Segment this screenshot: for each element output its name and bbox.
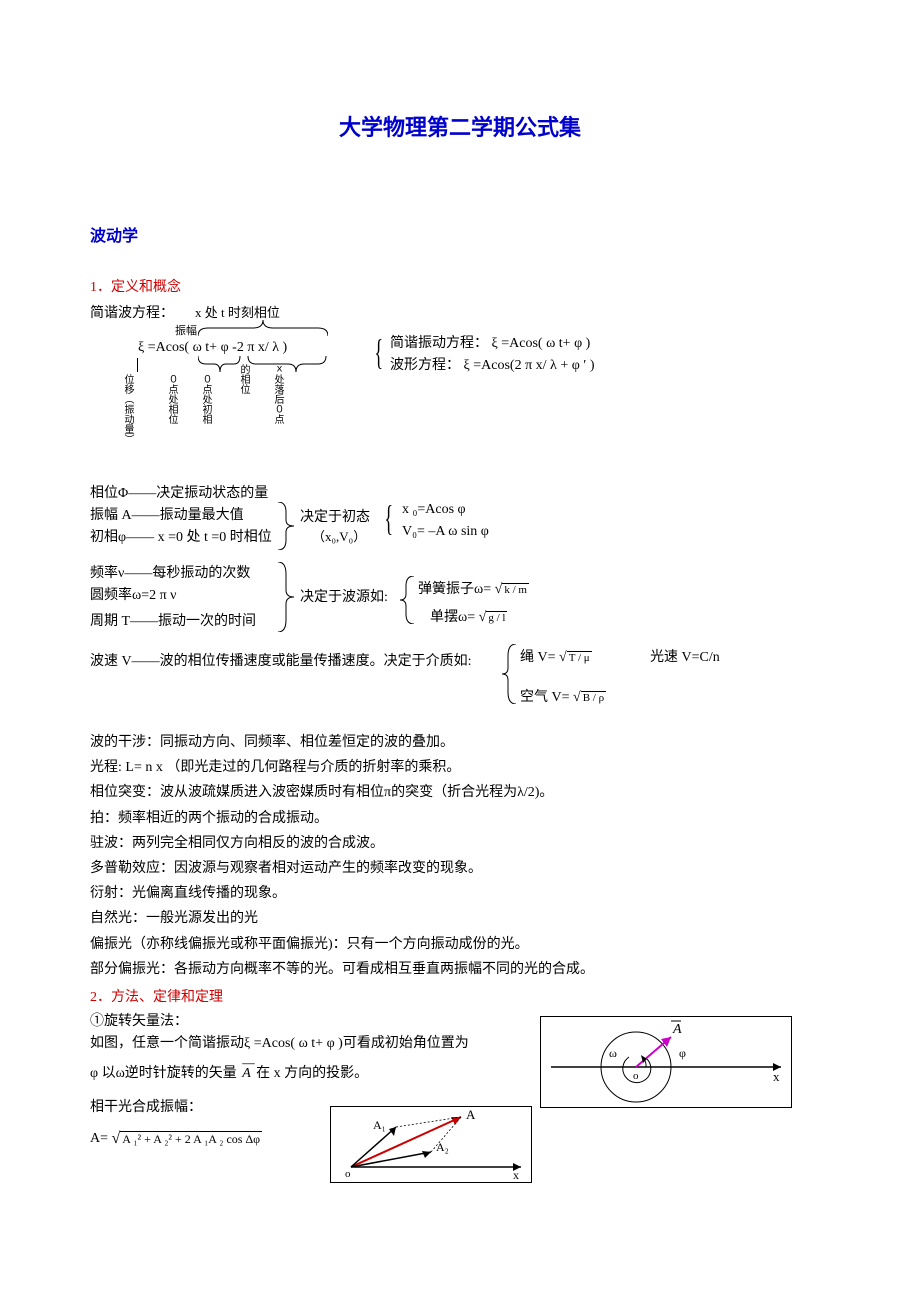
svg-text:x: x [773,1069,780,1084]
x0-equation: x ₀=Acos φ [402,502,466,518]
rotvec-desc2b: 在 x 方向的投影。 [256,1066,368,1081]
rope-label: 绳 V= [520,650,556,665]
section-heading: 波动学 [90,222,830,246]
determined-src-label: 决定于波源如: [300,586,388,606]
brace-top-icon [198,316,328,338]
tick-icon [137,358,138,372]
x0v0-label: （x₀,V₀） [312,526,366,545]
rotvec-desc1: 如图，任意一个简谐振动ξ =Acos( ω t+ φ )可看成初始角位置为 [90,1032,469,1052]
vlabel-phase: 的相位 [238,364,249,394]
natural-light-desc: 自然光：一般光源发出的光 [90,906,830,931]
sqrt-icon: √g / l [479,610,508,626]
omega-desc: 圆频率ω=2 π ν [90,584,177,604]
sqrt-icon: √A ₁² + A ₂² + 2 A ₁A ₂ cos Δφ [112,1130,263,1148]
sqrt-icon: √B / ρ [573,690,606,706]
main-equation: ξ =Acos( ω t+ φ -2 π x/ λ ) [138,340,287,356]
svg-text:A: A [466,1107,476,1122]
methods-block: ①旋转矢量法： 如图，任意一个简谐振动ξ =Acos( ω t+ φ )可看成初… [90,1010,830,1190]
brace-right-icon [278,502,298,550]
determined-label: 决定于初态 [300,506,370,526]
phase-desc: 相位Φ——决定振动状态的量 [90,482,268,502]
doppler-desc: 多普勒效应：因波源与观察者相对运动产生的频率改变的现象。 [90,856,830,881]
svg-text:φ: φ [679,1046,686,1060]
svg-text:ω: ω [609,1046,617,1060]
brace-bottom-icon [198,356,328,374]
wave-velocity-block: 波速 V——波的相位传播速度或能量传播速度。决定于介质如: 绳 V= √T / … [90,650,830,730]
brace-left-icon [502,644,518,704]
jianxie-label: 简谐波方程： [90,302,174,322]
phase-jump-desc: 相位突变：波从波疏媒质进入波密媒质时有相位π的突变（折合光程为λ/2)。 [90,780,830,805]
svg-text:A₂: A₂ [436,1140,449,1154]
optical-path-desc: 光程: L= n x （即光走过的几何路程与介质的折射率的乘积。 [90,755,830,780]
shm-equation: 简谐振动方程： ξ =Acos( ω t+ φ ) [390,332,590,352]
amplitude-init-block: 相位Φ——决定振动状态的量 振幅 A——振动量最大值 初相φ—— x =0 处 … [90,482,830,562]
vlabel-xlag: ｘ处落后０点 [272,364,283,424]
partial-polarized-desc: 部分偏振光：各振动方向概率不等的光。可看成相互垂直两振幅不同的光的合成。 [90,957,830,982]
subsection-heading: 2．方法、定律和定理 [90,986,830,1006]
right-brace-icon: { [370,334,387,370]
interference-desc: 波的干涉：同振动方向、同频率、相位差恒定的波的叠加。 [90,730,830,755]
init-desc: 初相φ—— x =0 处 t =0 时相位 [90,526,272,546]
main-formula-block: 简谐波方程： x 处 t 时刻相位 振幅 ξ =Acos( ω t+ φ -2 … [90,302,830,472]
brace-left-icon: { [380,500,397,536]
svg-text:x: x [513,1168,519,1182]
sqrt-icon: √k / m [495,582,529,598]
vlabel-initphase: ０点处初相 [200,374,211,424]
rotating-vector-diagram: ω φ o x A [540,1016,792,1108]
vector-addition-diagram: A A₁ A₂ o x [330,1106,532,1183]
sqrt-icon: √T / μ [559,650,592,666]
vlabel-displacement: 位移（振动量） [122,374,133,444]
diffraction-desc: 衍射：光偏离直线传播的现象。 [90,881,830,906]
brace-right-icon [278,562,298,632]
amp-desc: 振幅 A——振动量最大值 [90,504,244,524]
velocity-desc: 波速 V——波的相位传播速度或能量传播速度。决定于介质如: [90,654,472,669]
light-speed-label: 光速 V=C/n [650,646,720,666]
svg-text:A₁: A₁ [373,1118,386,1132]
pendulum-label: 单摆ω= [430,610,475,625]
svg-text:o: o [633,1070,639,1082]
v0-equation: V₀= –A ω sin φ [402,524,489,540]
air-label: 空气 V= [520,690,570,705]
coherent-label: 相干光合成振幅： [90,1096,202,1116]
waveform-equation: 波形方程： ξ =Acos(2 π x/ λ + φ ′ ) [390,354,595,374]
vector-A: — A [242,1066,254,1081]
brace-left-icon [400,576,416,624]
svg-text:A: A [672,1022,682,1037]
period-desc: 周期 T——振动一次的时间 [90,610,256,630]
rotvec-desc2a: φ 以ω逆时针旋转的矢量 [90,1066,237,1081]
subsection-heading: 1．定义和概念 [90,276,830,296]
rotvec-label: ①旋转矢量法： [90,1010,188,1030]
page-title: 大学物理第二学期公式集 [90,110,830,142]
freq-desc: 频率ν——每秒振动的次数 [90,562,250,582]
beat-desc: 拍：频率相近的两个振动的合成振动。 [90,806,830,831]
vlabel-phase0: ０点处相位 [166,374,177,424]
frequency-block: 频率ν——每秒振动的次数 圆频率ω=2 π ν 周期 T——振动一次的时间 决定… [90,562,830,642]
amp-formula-label: A= [90,1131,108,1146]
polarized-desc: 偏振光（亦称线偏振光或称平面偏振光)：只有一个方向振动成份的光。 [90,932,830,957]
svg-text:o: o [345,1168,351,1180]
spring-label: 弹簧振子ω= [418,582,491,597]
amp-label: 振幅 [175,322,197,338]
standing-wave-desc: 驻波：两列完全相同仅方向相反的波的合成波。 [90,831,830,856]
